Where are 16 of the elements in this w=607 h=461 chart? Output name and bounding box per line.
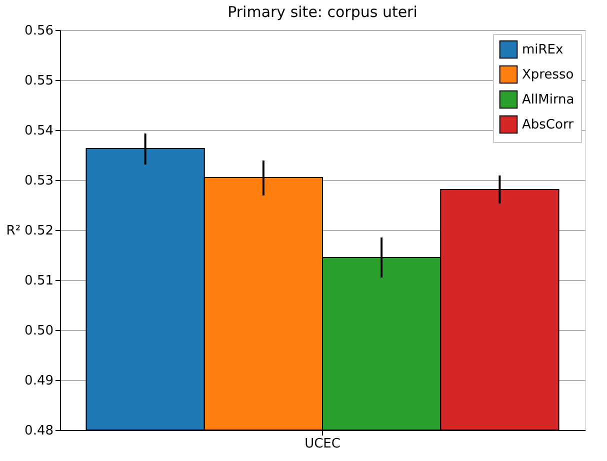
x-tick-label: UCEC xyxy=(304,436,340,452)
y-axis-title: R² xyxy=(6,224,21,238)
y-tick-label: 0.55 xyxy=(24,74,54,88)
y-tick-label: 0.51 xyxy=(24,274,54,288)
y-tick-label: 0.48 xyxy=(24,424,54,438)
y-tick-label: 0.49 xyxy=(24,374,54,388)
legend-label: AllMirna xyxy=(522,92,574,108)
y-tick-label: 0.56 xyxy=(24,24,54,38)
y-tick-label: 0.52 xyxy=(24,224,54,238)
legend-label: miREx xyxy=(522,42,564,58)
y-tick-label: 0.54 xyxy=(24,124,54,138)
legend-label: AbsCorr xyxy=(522,118,574,132)
legend-label: Xpresso xyxy=(522,68,574,82)
chart-title: Primary site: corpus uteri xyxy=(228,3,418,21)
y-tick-label: 0.53 xyxy=(24,174,54,188)
y-tick-label: 0.50 xyxy=(24,324,54,338)
